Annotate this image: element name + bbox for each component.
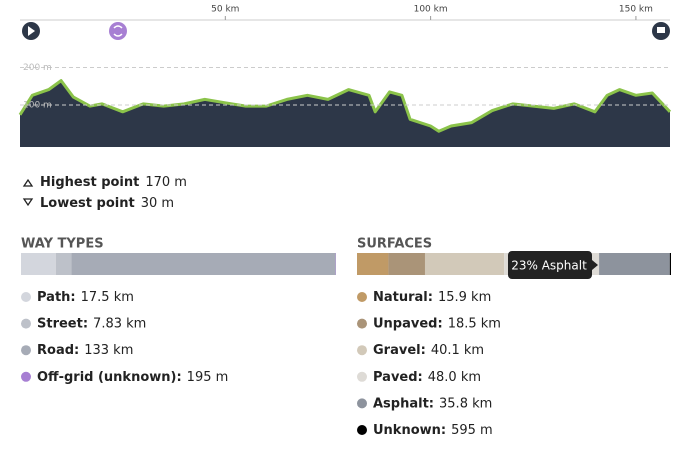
waypoint-icon[interactable]	[109, 22, 127, 40]
legend-value: 195 m	[187, 369, 229, 384]
y-tick-label: 200 m	[23, 63, 52, 73]
bar-segment	[71, 253, 336, 275]
legend-name: Gravel:	[373, 343, 426, 358]
bar-segment	[388, 253, 425, 275]
legend-entry: Path: 17.5 km	[37, 290, 134, 305]
legend-dot	[357, 398, 367, 409]
legend-name: Off-grid (unknown):	[37, 369, 182, 384]
legend-value: 15.9 km	[438, 290, 491, 305]
x-tick-label: 150 km	[619, 5, 653, 15]
bar-segment	[21, 253, 56, 275]
section-title: SURFACES	[357, 237, 432, 252]
stat-label: Lowest point	[40, 196, 135, 211]
legend-value: 595 m	[451, 423, 493, 438]
up-triangle	[22, 178, 34, 187]
legend-dot	[357, 345, 367, 356]
x-tick-label: 100 km	[414, 5, 448, 15]
legend-name: Paved:	[373, 369, 423, 384]
finish-icon[interactable]	[652, 22, 670, 40]
legend-entry: Asphalt: 35.8 km	[373, 396, 492, 411]
legend-entry: Natural: 15.9 km	[373, 290, 491, 305]
legend-entry: Unknown: 595 m	[373, 423, 493, 438]
legend-dot	[21, 371, 31, 382]
play-button[interactable]	[22, 22, 40, 40]
bar-segment	[599, 253, 670, 275]
legend-value: 18.5 km	[448, 316, 501, 331]
legend-name: Natural:	[373, 290, 433, 305]
legend-name: Unpaved:	[373, 316, 443, 331]
bar-segment	[424, 253, 505, 275]
section-title: WAY TYPES	[21, 237, 104, 252]
legend-name: Road:	[37, 343, 79, 358]
stat-value: 30 m	[141, 196, 174, 211]
legend-dot	[357, 371, 367, 382]
stat: Lowest point 30 m	[40, 196, 174, 211]
legend-value: 48.0 km	[428, 369, 481, 384]
tooltip-text: 23% Asphalt	[511, 259, 587, 273]
legend-dot	[357, 318, 367, 329]
legend-dot	[21, 292, 31, 302]
legend-value: 7.83 km	[93, 316, 146, 331]
legend-name: Street:	[37, 316, 88, 331]
legend-name: Asphalt:	[373, 396, 434, 411]
legend-name: Unknown:	[373, 423, 446, 438]
tooltip-box	[508, 251, 598, 279]
legend-dot	[357, 292, 367, 302]
legend-entry: Unpaved: 18.5 km	[373, 316, 501, 331]
legend-entry: Street: 7.83 km	[37, 316, 146, 331]
down-triangle	[22, 198, 34, 207]
legend-value: 40.1 km	[431, 343, 484, 358]
legend-entry: Road: 133 km	[37, 343, 133, 358]
legend-entry: Gravel: 40.1 km	[373, 343, 484, 358]
bar-segment	[55, 253, 72, 275]
bar-segment	[357, 253, 389, 275]
y-tick-label: 100 m	[23, 101, 52, 111]
legend-value: 133 km	[84, 343, 133, 358]
stat-value: 170 m	[145, 175, 187, 190]
legend-name: Path:	[37, 290, 76, 305]
stat-label: Highest point	[40, 175, 139, 190]
legend-dot	[21, 345, 31, 356]
legend-entry: Off-grid (unknown): 195 m	[37, 369, 228, 384]
bar-segment	[669, 253, 671, 275]
legend-dot	[357, 425, 367, 435]
legend-dot	[21, 318, 31, 329]
x-tick-label: 50 km	[211, 5, 239, 15]
legend-entry: Paved: 48.0 km	[373, 369, 481, 384]
legend-value: 17.5 km	[81, 290, 134, 305]
stat: Highest point 170 m	[40, 175, 187, 190]
legend-value: 35.8 km	[439, 396, 492, 411]
elevation-area	[20, 80, 670, 147]
